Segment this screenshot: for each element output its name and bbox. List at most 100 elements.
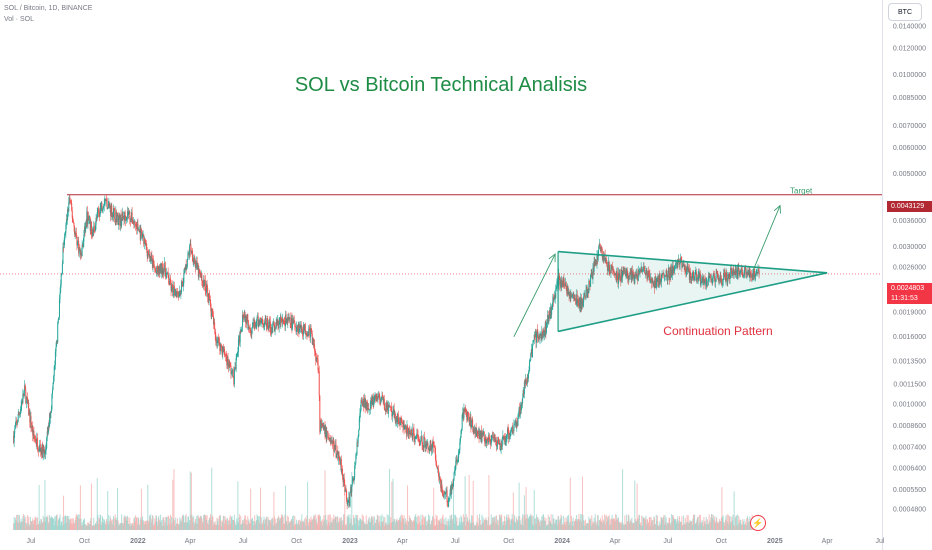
candle-body (52, 382, 54, 390)
volume-bar (81, 522, 83, 530)
volume-bar (690, 521, 692, 530)
candle-body (476, 431, 478, 436)
candle-body (314, 344, 316, 352)
volume-bar (459, 521, 461, 530)
candle-body (444, 492, 446, 494)
candle-body (161, 263, 163, 274)
candle-body (24, 385, 26, 392)
volume-bar (394, 524, 396, 530)
candle-body (744, 267, 746, 269)
candle-body (626, 269, 628, 274)
volume-bar (262, 519, 264, 530)
candle-body (542, 335, 544, 339)
candle-body (92, 229, 94, 237)
volume-bar (423, 524, 425, 530)
candle-body (516, 421, 518, 427)
volume-bar (189, 520, 191, 530)
candle-body (344, 489, 346, 493)
candle-body (400, 417, 402, 423)
candle-body (741, 269, 743, 273)
candle-body (151, 256, 153, 259)
volume-bar (365, 515, 367, 530)
candle-body (194, 259, 196, 268)
volume-bar (672, 515, 674, 530)
volume-bar (283, 523, 285, 530)
candle-body (464, 408, 466, 412)
candle-body (533, 340, 535, 341)
candle-body (745, 268, 747, 274)
breakout-arrow[interactable] (513, 253, 556, 337)
volume-bar (138, 518, 140, 530)
candle-body (72, 221, 74, 224)
candle-body (177, 292, 179, 295)
volume-bar (501, 514, 503, 530)
volume-bar (193, 524, 195, 530)
candle-body (255, 325, 257, 329)
candle-body (95, 217, 97, 225)
volume-bar (348, 517, 350, 530)
volume-bar (32, 518, 34, 530)
candle-body (85, 222, 87, 224)
candle-body (568, 291, 570, 295)
candle-body (458, 450, 460, 458)
candle-body (402, 420, 404, 428)
volume-bar (604, 524, 606, 530)
candle-body (121, 220, 123, 226)
volume-bar (269, 519, 271, 530)
candle-body (452, 484, 454, 487)
volume-bar (715, 523, 717, 530)
volume-bar (149, 515, 151, 530)
candle-body (430, 440, 432, 451)
target-arrow[interactable] (752, 204, 781, 271)
volume-bar (664, 515, 666, 530)
candle-body (168, 277, 170, 284)
candle-body (723, 273, 725, 274)
candle-body (323, 425, 325, 430)
volume-bar (480, 524, 482, 530)
volume-bar (521, 518, 523, 530)
volume-bar (36, 517, 38, 530)
candle-body (321, 423, 323, 429)
x-tick-label: Apr (822, 538, 834, 545)
triangle-lower-trendline[interactable] (557, 272, 828, 333)
candle-body (274, 327, 276, 332)
volume-bar (337, 516, 339, 530)
volume-bar (619, 521, 621, 530)
candle-body (457, 460, 459, 462)
price-axis[interactable]: 0.01400000.01200000.01000000.00850000.00… (893, 24, 926, 514)
lightning-icon[interactable]: ⚡ (750, 515, 766, 531)
candle-body (234, 366, 236, 370)
candle-body (287, 317, 289, 320)
volume-bar (487, 524, 489, 530)
candle-body (136, 223, 138, 230)
volume-bar (744, 524, 746, 530)
volume-bar (362, 520, 364, 530)
currency-button[interactable]: BTC (888, 3, 922, 21)
volume-bar (132, 523, 134, 530)
candle-body (742, 272, 744, 277)
volume-bar (566, 515, 568, 530)
candle-body (571, 295, 573, 297)
candle-body (77, 240, 79, 242)
candle-body (532, 340, 534, 346)
volume-bar (735, 515, 737, 530)
candle-body (715, 281, 717, 283)
volume-bar (85, 525, 87, 530)
candle-body (439, 476, 441, 480)
candle-body (612, 266, 614, 269)
candle-body (88, 219, 90, 221)
candle-body (598, 246, 600, 251)
volume-bar (669, 517, 671, 530)
volume-bar (157, 524, 159, 530)
candle-body (514, 423, 516, 425)
volume-bar (626, 521, 628, 530)
volume-bar (55, 515, 57, 530)
volume-bar (330, 521, 332, 530)
candle-body (140, 229, 142, 240)
candle-body (169, 278, 171, 285)
volume-bar (602, 519, 604, 530)
triangle-upper-trendline[interactable] (558, 250, 828, 274)
candle-body (437, 468, 439, 475)
time-axis[interactable]: Jul Oct 2022 Apr Jul Oct 2023 Apr Jul Oct 2024 Apr J… (27, 538, 885, 545)
